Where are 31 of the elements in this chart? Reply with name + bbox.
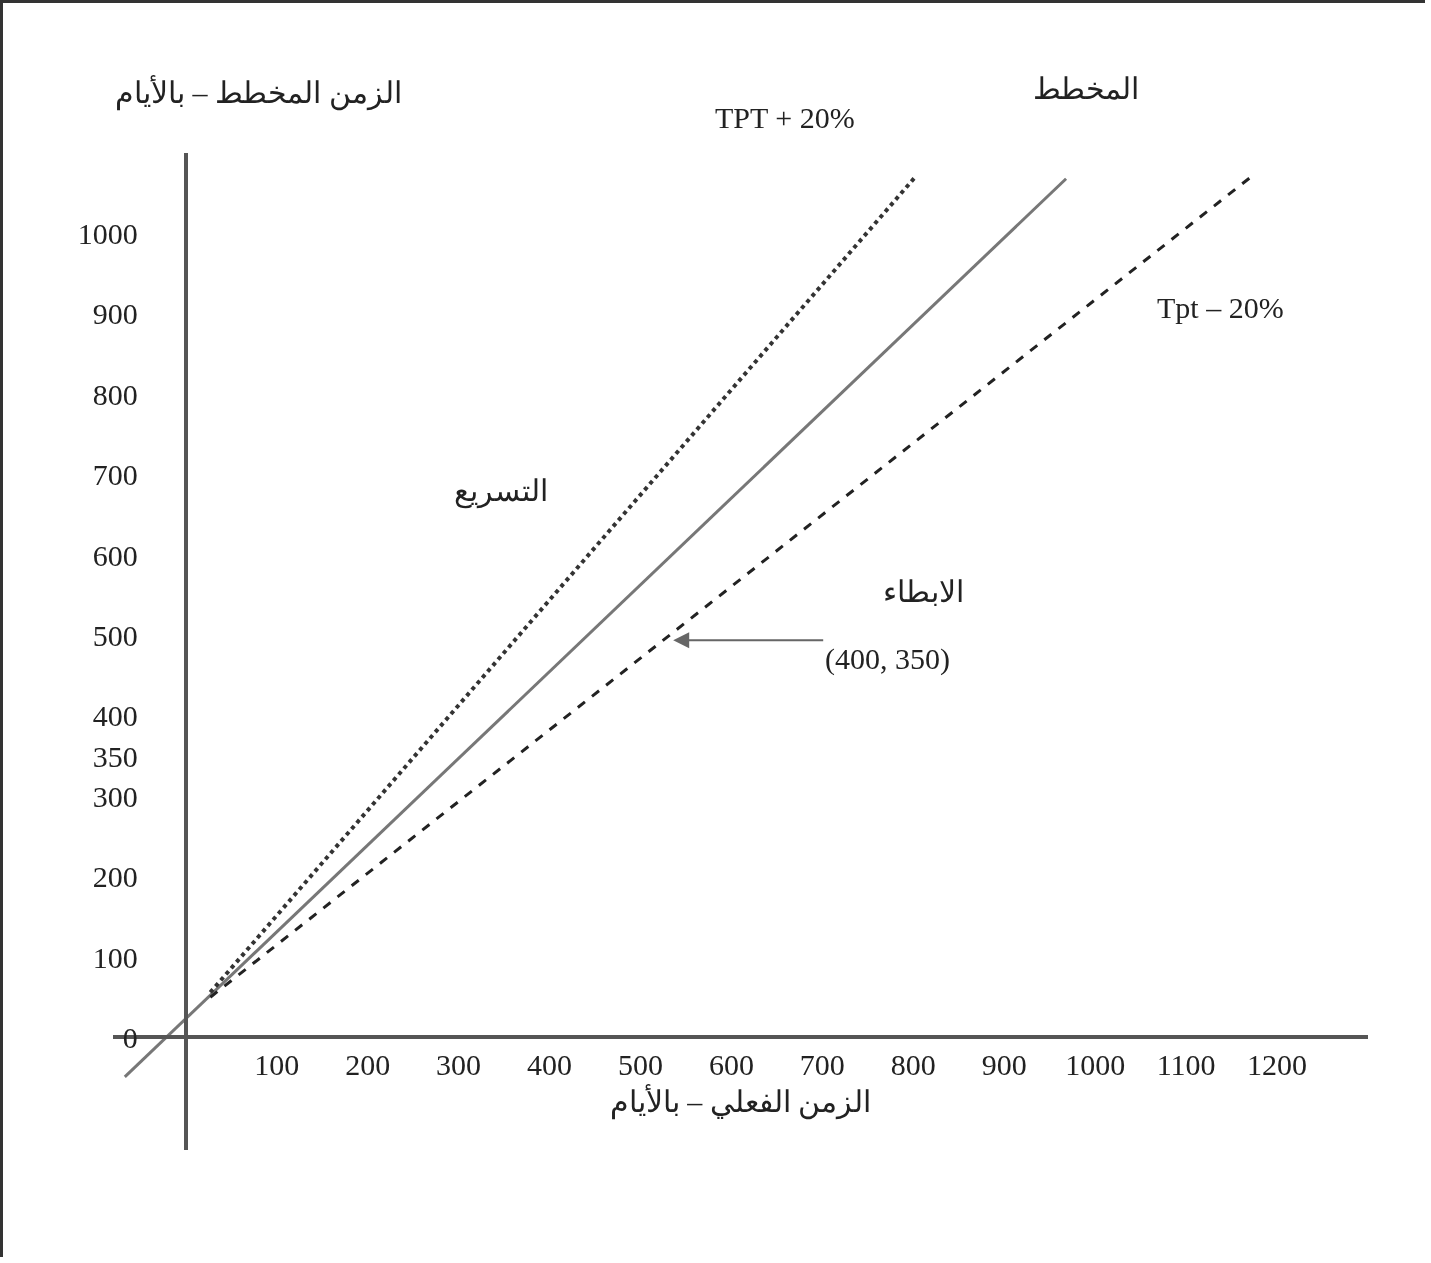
text: المخطط — [1033, 72, 1139, 105]
annotation: (400, 350) — [825, 642, 950, 676]
y-tick-label: 500 — [92, 618, 138, 652]
x-tick-label: 900 — [981, 1048, 1027, 1082]
text: TPT + 20% — [715, 101, 855, 134]
y-tick-label: 300 — [92, 779, 138, 813]
annotation: الابطاء — [883, 575, 964, 608]
x-tick-label: 1200 — [1247, 1048, 1308, 1082]
y-tick-label: 800 — [92, 377, 138, 411]
x-tick-label: 700 — [799, 1048, 845, 1082]
x-tick-label: 300 — [436, 1048, 482, 1082]
x-tick-label: 400 — [527, 1048, 573, 1082]
y-tick-label: 100 — [92, 940, 138, 974]
y-tick-label: 400 — [92, 699, 138, 733]
x-tick-label: 500 — [617, 1048, 663, 1082]
x-tick-label: 600 — [708, 1048, 754, 1082]
y-tick-label: 350 — [92, 739, 138, 773]
x-axis-title: الزمن الفعلي – بالأيام — [609, 1084, 872, 1121]
x-tick-label: 200 — [345, 1048, 391, 1082]
y-tick-label: 900 — [92, 297, 138, 331]
y-tick-label: 200 — [92, 860, 138, 894]
y-tick-label: 600 — [92, 538, 138, 572]
annotation: التسريع — [454, 474, 548, 509]
series-label: Tpt – 20% — [1157, 291, 1284, 324]
x-tick-label: 800 — [890, 1048, 936, 1082]
x-tick-label: 1000 — [1065, 1048, 1126, 1082]
y-tick-label: 700 — [92, 458, 138, 492]
y-tick-label: 1000 — [77, 216, 138, 250]
x-tick-label: 1100 — [1156, 1048, 1216, 1082]
x-tick-label: 100 — [254, 1048, 300, 1082]
y-axis-title: الزمن المخطط – بالأيام — [115, 75, 402, 111]
